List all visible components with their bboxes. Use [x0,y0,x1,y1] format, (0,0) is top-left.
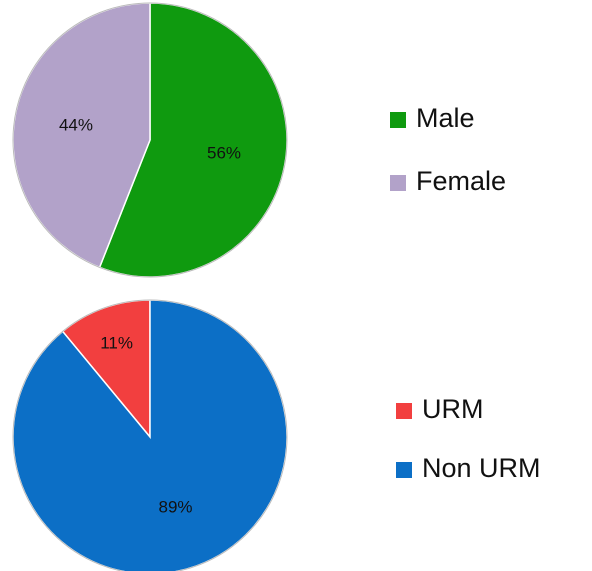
legend-label: Male [416,103,475,133]
legend-label: Female [416,166,506,196]
slice-label: 44% [59,115,93,134]
legend-swatch [390,112,406,128]
legend-label: Non URM [422,453,541,483]
slice-label: 89% [159,497,193,516]
legend-swatch [390,175,406,191]
legend-label: URM [422,394,484,424]
legend-swatch [396,403,412,419]
slice-label: 56% [207,144,241,163]
pie-outline [12,299,288,571]
pie-outline [12,2,288,278]
slice-label: 11% [100,334,133,353]
pie-slice [12,299,288,571]
legend-swatch [396,462,412,478]
